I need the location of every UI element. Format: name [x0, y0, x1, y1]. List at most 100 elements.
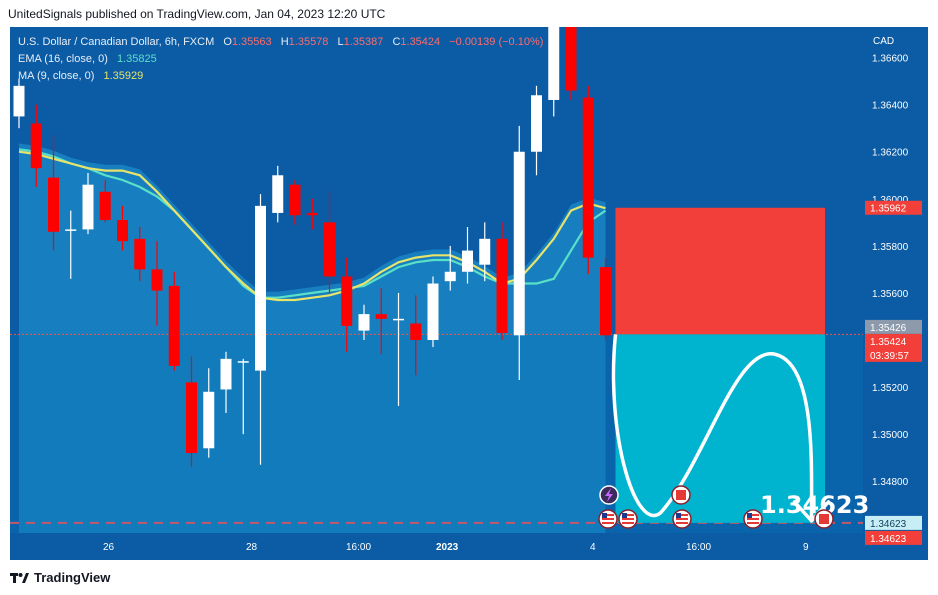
price-badge-target-teal-text: 1.34623 [870, 519, 907, 530]
price-tick-label: 1.35800 [872, 242, 909, 253]
time-label: 26 [103, 542, 115, 553]
legend-high-label: H [281, 36, 289, 48]
legend-open-label: O [223, 36, 232, 48]
time-label: 9 [803, 542, 809, 553]
lightning-event-icon[interactable] [599, 485, 619, 505]
legend-ma-value: 1.35929 [103, 70, 143, 82]
candle-body [479, 238, 491, 265]
price-badge-target: 1.34623 1.34623 [865, 515, 922, 545]
candle-body [513, 151, 525, 336]
candle-body [548, 27, 560, 100]
legend-row-symbol: U.S. Dollar / Canadian Dollar, 6h, FXCM … [18, 36, 543, 48]
candle-body [203, 391, 215, 449]
candle-body [565, 27, 577, 91]
legend-row-ma[interactable]: MA (9, close, 0) 1.35929 [18, 70, 143, 82]
legend-low-label: L [337, 36, 343, 48]
candle-body [117, 219, 128, 242]
tradingview-logo-icon [10, 572, 29, 583]
candle-body [65, 229, 77, 231]
time-axis-background [10, 533, 928, 560]
price-tick-label: 1.36200 [872, 148, 909, 159]
price-badge-ma: 1.35962 [865, 200, 922, 215]
price-badge-target-red-text: 1.34623 [870, 534, 907, 545]
price-axis-background [863, 27, 928, 533]
candle-body [444, 271, 456, 282]
legend-change: −0.00139 (−0.10%) [449, 36, 543, 48]
legend-ma-label: MA (9, close, 0) [18, 70, 94, 82]
stop-loss-zone [615, 207, 825, 335]
legend-ema-value: 1.35825 [117, 53, 157, 65]
price-tick-label: 1.36400 [872, 101, 909, 112]
candle-body [99, 191, 111, 220]
projection-curve [611, 334, 814, 518]
candle-body [186, 382, 197, 453]
legend-row-ema[interactable]: EMA (16, close, 0) 1.35825 [18, 53, 157, 65]
price-badge-ma-text: 1.35962 [870, 204, 907, 215]
projection-arrow-icon [792, 500, 831, 523]
legend-low: 1.35387 [344, 36, 384, 48]
price-tick-label: 1.36600 [872, 54, 909, 65]
price-badge-current: 1.35426 1.35424 03:39:57 [865, 319, 922, 362]
legend-ema-label: EMA (16, close, 0) [18, 53, 108, 65]
candle-body [341, 276, 353, 326]
candle-body [600, 267, 611, 336]
ma-line [18, 150, 606, 302]
publisher-header: UnitedSignals published on TradingView.c… [8, 7, 386, 21]
candle-body [496, 238, 508, 333]
price-tick-label: 1.34800 [872, 477, 909, 488]
price-tick-label: 1.36000 [872, 195, 909, 206]
candle-body [272, 175, 284, 213]
time-label: 28 [246, 542, 258, 553]
time-label: 4 [590, 542, 596, 553]
candle-body [255, 205, 266, 371]
us-flag-icon[interactable] [743, 509, 763, 529]
us-flag-icon[interactable] [618, 509, 638, 529]
legend-high: 1.35578 [289, 36, 329, 48]
candle-body [151, 269, 163, 291]
time-label: 16:00 [686, 542, 711, 553]
candle-body [134, 238, 146, 270]
candle-body [410, 323, 422, 341]
candle-body [324, 222, 335, 277]
price-badge-current-gray-text: 1.35426 [870, 323, 907, 334]
candle-body [13, 85, 25, 117]
currency-label: CAD [873, 36, 894, 47]
time-label: 2023 [436, 542, 459, 553]
candle-body [168, 285, 180, 366]
target-annotation: 1.34623 [760, 491, 869, 519]
candle-body [306, 212, 318, 216]
candle-body [289, 184, 301, 216]
footer-brand: TradingView [34, 570, 111, 585]
time-label: 16:00 [346, 542, 371, 553]
candle-body [358, 314, 370, 331]
candle-body [237, 361, 249, 363]
candle-body [30, 123, 42, 169]
candles [13, 27, 611, 468]
candle-body [220, 358, 232, 390]
ema-cloud [19, 143, 606, 533]
candle-body [82, 184, 94, 230]
us-flag-icon[interactable] [672, 509, 692, 529]
ema-line [18, 148, 607, 299]
event-icons[interactable] [598, 485, 834, 529]
candle-body [48, 177, 59, 232]
candle-body [393, 318, 404, 321]
candle-body [531, 95, 542, 152]
legend-close: 1.35424 [400, 36, 440, 48]
canada-flag-icon[interactable] [814, 509, 834, 529]
footer: TradingView [10, 570, 110, 585]
price-badge-current-red-text: 1.35424 [870, 337, 907, 348]
canada-flag-icon[interactable] [671, 485, 691, 505]
us-flag-icon[interactable] [598, 509, 618, 529]
legend-close-label: C [392, 36, 400, 48]
price-tick-label: 1.35200 [872, 383, 909, 394]
candle-body [462, 250, 473, 272]
time-axis-labels[interactable]: 26 28 16:00 2023 4 16:00 9 [103, 542, 809, 553]
candle-body [375, 314, 387, 319]
price-tick-label: 1.35600 [872, 289, 909, 300]
countdown-text: 03:39:57 [870, 351, 909, 362]
legend-open: 1.35563 [232, 36, 272, 48]
candle-body [427, 283, 439, 341]
price-tick-label: 1.35000 [872, 430, 909, 441]
